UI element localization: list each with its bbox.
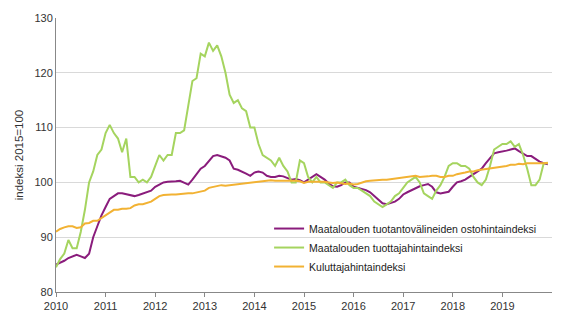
svg-text:2014: 2014 <box>242 300 266 312</box>
svg-text:120: 120 <box>34 67 52 79</box>
svg-text:100: 100 <box>34 176 52 188</box>
svg-text:2011: 2011 <box>94 300 118 312</box>
svg-text:Maatalouden tuottajahintaindek: Maatalouden tuottajahintaindeksi <box>309 242 463 254</box>
svg-text:2019: 2019 <box>490 300 514 312</box>
svg-text:2012: 2012 <box>143 300 167 312</box>
svg-text:2016: 2016 <box>341 300 365 312</box>
svg-text:2010: 2010 <box>44 300 68 312</box>
svg-text:Kuluttajahintaindeksi: Kuluttajahintaindeksi <box>309 261 405 273</box>
svg-text:2017: 2017 <box>391 300 415 312</box>
svg-text:80: 80 <box>41 286 53 298</box>
svg-text:indeksi 2015=100: indeksi 2015=100 <box>13 110 25 200</box>
svg-text:110: 110 <box>35 121 53 133</box>
svg-text:2015: 2015 <box>292 300 316 312</box>
svg-text:90: 90 <box>41 231 53 243</box>
svg-text:130: 130 <box>34 12 52 24</box>
svg-text:Maatalouden tuotantovälineiden: Maatalouden tuotantovälineiden ostohinta… <box>309 223 536 235</box>
svg-text:2013: 2013 <box>193 300 217 312</box>
svg-text:2018: 2018 <box>441 300 465 312</box>
